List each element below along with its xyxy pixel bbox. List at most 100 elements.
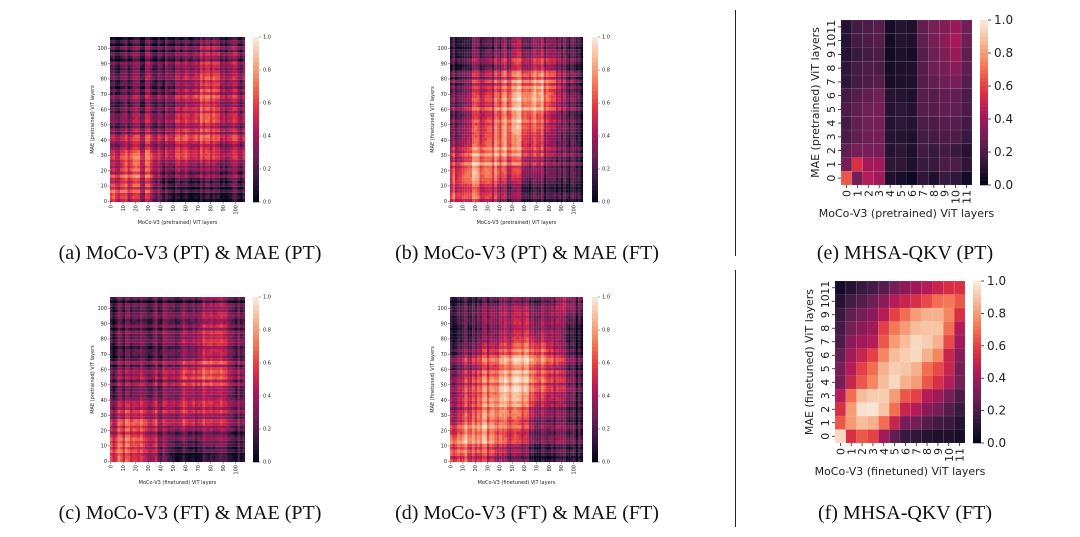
- heatmap-cell: [452, 116, 455, 119]
- heatmap-cell: [487, 178, 490, 181]
- heatmap-cell: [143, 199, 146, 202]
- colorbar-segment: [253, 82, 259, 86]
- heatmap-cell: [155, 86, 158, 89]
- heatmap-cell: [120, 49, 123, 52]
- heatmap-cell: [118, 178, 121, 181]
- heatmap-cell: [195, 132, 198, 135]
- heatmap-cell: [228, 110, 231, 113]
- heatmap-cell: [125, 153, 128, 156]
- heatmap-cell: [140, 98, 143, 101]
- heatmap-cell: [536, 113, 539, 116]
- heatmap-cell: [509, 107, 512, 110]
- heatmap-cell: [519, 190, 522, 193]
- heatmap-cell: [482, 101, 485, 104]
- heatmap-cell: [118, 150, 121, 153]
- heatmap-cell: [170, 187, 173, 190]
- heatmap-cell: [470, 193, 473, 196]
- heatmap-cell: [145, 150, 148, 153]
- heatmap-cell: [455, 107, 458, 110]
- heatmap-cell: [175, 55, 178, 58]
- heatmap-cell: [110, 77, 113, 80]
- heatmap-cell: [549, 116, 552, 119]
- heatmap-cell: [210, 116, 213, 119]
- heatmap-cell: [457, 184, 460, 187]
- heatmap-cell: [205, 126, 208, 129]
- heatmap-cell: [120, 165, 123, 168]
- heatmap-cell: [455, 113, 458, 116]
- heatmap-cell: [467, 104, 470, 107]
- heatmap-cell: [118, 107, 121, 110]
- heatmap-cell: [492, 116, 495, 119]
- heatmap-cell: [465, 107, 468, 110]
- heatmap-cell: [110, 178, 113, 181]
- heatmap-cell: [228, 89, 231, 92]
- heatmap-cell: [235, 65, 238, 68]
- heatmap-cell: [563, 101, 566, 104]
- heatmap-cell: [148, 86, 151, 89]
- heatmap-cell: [472, 181, 475, 184]
- heatmap-cell: [208, 178, 211, 181]
- heatmap-cell: [110, 168, 113, 171]
- heatmap-cell: [198, 107, 201, 110]
- heatmap-cell: [178, 190, 181, 193]
- heatmap-cell: [190, 132, 193, 135]
- heatmap-cell: [484, 141, 487, 144]
- heatmap-cell: [220, 141, 223, 144]
- heatmap-cell: [165, 98, 168, 101]
- heatmap-cell: [143, 132, 146, 135]
- heatmap-cell: [203, 159, 206, 162]
- heatmap-cell: [487, 153, 490, 156]
- heatmap-cell: [531, 101, 534, 104]
- heatmap-cell: [517, 141, 520, 144]
- heatmap-cell: [238, 46, 241, 49]
- heatmap-cell: [233, 77, 236, 80]
- heatmap-cell: [531, 193, 534, 196]
- heatmap-cell: [148, 120, 151, 123]
- heatmap-cell: [150, 181, 153, 184]
- colorbar-segment: [253, 70, 259, 74]
- heatmap-cell: [213, 61, 216, 64]
- heatmap-cell: [536, 199, 539, 202]
- heatmap-cell: [524, 196, 527, 199]
- heatmap-cell: [225, 46, 228, 49]
- heatmap-cell: [188, 171, 191, 174]
- heatmap-cell: [462, 199, 465, 202]
- heatmap-cell: [502, 162, 505, 165]
- heatmap-cell: [462, 178, 465, 181]
- heatmap-cell: [243, 58, 246, 61]
- heatmap-cell: [482, 98, 485, 101]
- heatmap-cell: [143, 187, 146, 190]
- heatmap-cell: [175, 181, 178, 184]
- heatmap-cell: [230, 123, 233, 126]
- heatmap-cell: [200, 181, 203, 184]
- heatmap-cell: [115, 120, 118, 123]
- heatmap-cell: [220, 193, 223, 196]
- heatmap-cell: [203, 129, 206, 132]
- heatmap-cell: [138, 126, 141, 129]
- heatmap-cell: [223, 171, 226, 174]
- heatmap-cell: [581, 98, 584, 101]
- heatmap-cell: [497, 120, 500, 123]
- heatmap-cell: [123, 168, 126, 171]
- heatmap-cell: [561, 156, 564, 159]
- heatmap-cell: [218, 65, 221, 68]
- heatmap-cell: [173, 135, 176, 138]
- heatmap-cell: [195, 175, 198, 178]
- heatmap-cell: [170, 68, 173, 71]
- heatmap-cell: [243, 89, 246, 92]
- heatmap-cell: [170, 123, 173, 126]
- heatmap-cell: [175, 110, 178, 113]
- heatmap-cell: [460, 101, 463, 104]
- heatmap-cell: [160, 175, 163, 178]
- heatmap-cell: [110, 55, 113, 58]
- heatmap-cell: [568, 178, 571, 181]
- heatmap-cell: [133, 107, 136, 110]
- heatmap-cell: [170, 162, 173, 165]
- heatmap-cell: [193, 132, 196, 135]
- heatmap-cell: [228, 101, 231, 104]
- heatmap-cell: [115, 187, 118, 190]
- heatmap-cell: [130, 178, 133, 181]
- heatmap-cell: [195, 153, 198, 156]
- heatmap-cell: [549, 120, 552, 123]
- heatmap-cell: [544, 123, 547, 126]
